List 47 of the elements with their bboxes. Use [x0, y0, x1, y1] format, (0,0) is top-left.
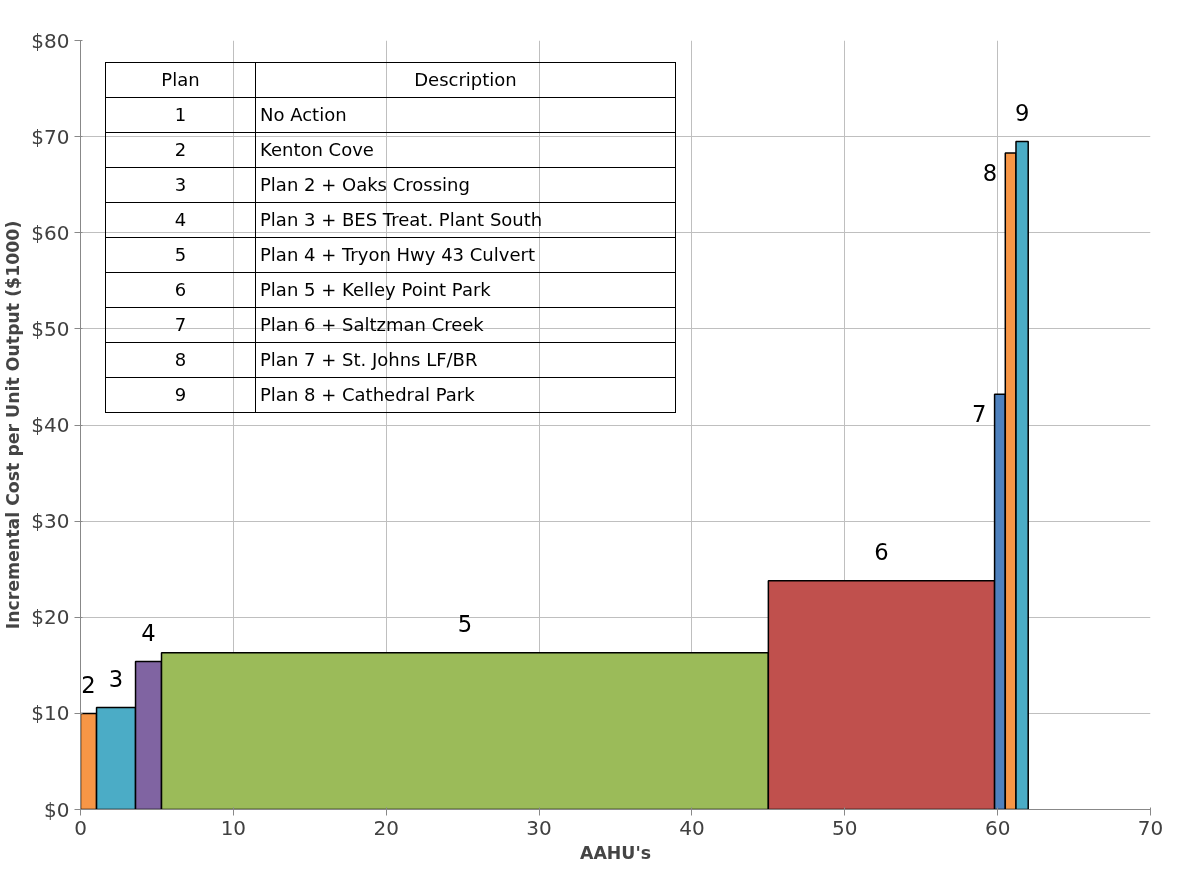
y-tick-label: $10: [31, 701, 70, 726]
annotation: 4: [141, 620, 156, 647]
annotation: 9: [105, 377, 256, 413]
y-tick-label: $0: [44, 797, 70, 822]
y-tick-label: $60: [31, 220, 70, 245]
annotation: 9: [1014, 100, 1030, 127]
annotation: Kenton Cove: [255, 132, 676, 168]
annotation: Plan 3 + BES Treat. Plant South: [255, 202, 676, 238]
x-tick-label: 10: [220, 815, 247, 840]
x-axis-title: AAHU's: [579, 842, 652, 863]
annotation: 3: [105, 167, 256, 203]
x-tick-label: 20: [373, 815, 399, 840]
x-tick-label: 30: [526, 815, 552, 840]
annotation: 7: [105, 307, 256, 343]
y-tick-label: $50: [31, 316, 70, 341]
y-tick-label: $30: [31, 509, 70, 534]
annotation: Plan: [105, 62, 256, 98]
annotation: 7: [972, 400, 987, 427]
annotation: 5: [105, 237, 256, 273]
annotation: Description: [255, 62, 676, 98]
x-tick-label: 50: [832, 815, 858, 840]
x-tick-label: 40: [679, 815, 705, 840]
x-tick-label: 0: [74, 815, 87, 840]
annotation: 6: [874, 539, 889, 566]
annotation: 3: [108, 666, 124, 693]
annotation: 2: [81, 672, 96, 699]
annotation: Plan 6 + Saltzman Creek: [255, 307, 676, 343]
y-axis-title: Incremental Cost per Unit Output ($1000): [3, 220, 24, 630]
annotation: Plan 2 + Oaks Crossing: [255, 167, 676, 203]
annotation: 2: [105, 132, 256, 168]
annotation: Plan 8 + Cathedral Park: [255, 377, 676, 413]
annotation: 8: [105, 342, 256, 378]
annotation: 8: [982, 159, 998, 186]
x-tick-label: 70: [1137, 815, 1164, 840]
y-tick-label: $80: [31, 28, 70, 53]
annotation: Plan 4 + Tryon Hwy 43 Culvert: [255, 237, 676, 273]
annotation: 1: [105, 97, 256, 133]
x-tick-label: 60: [984, 815, 1011, 840]
y-tick-label: $20: [31, 605, 70, 630]
y-tick-label: $70: [31, 124, 70, 149]
annotation: Plan 5 + Kelley Point Park: [255, 272, 676, 308]
annotation: No Action: [255, 97, 676, 133]
annotation: Plan 7 + St. Johns LF/BR: [255, 342, 676, 378]
annotation: 4: [105, 202, 256, 238]
annotation: 5: [457, 611, 473, 638]
y-tick-label: $40: [31, 413, 70, 437]
annotation: 6: [105, 272, 256, 308]
